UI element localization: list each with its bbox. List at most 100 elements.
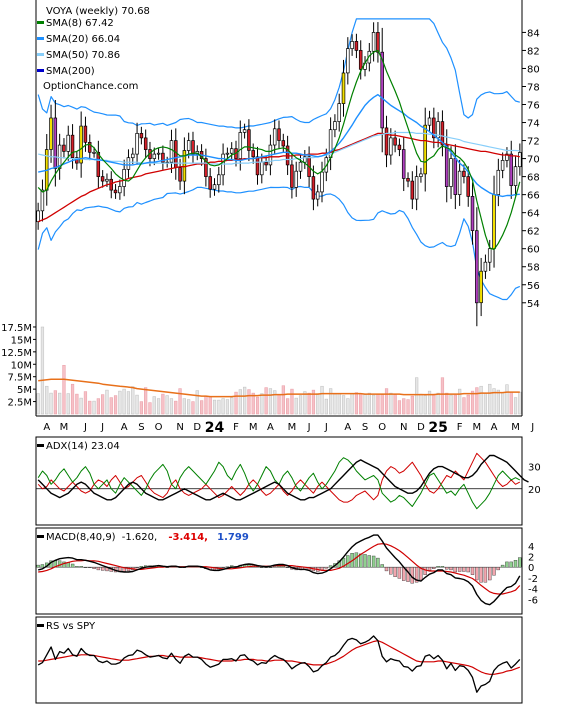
price-grid (522, 31, 526, 304)
candle-body (423, 124, 427, 175)
macd-histogram-bar (354, 552, 359, 568)
candle-body (225, 152, 230, 155)
sma50-line (38, 131, 520, 165)
macd-histogram-bar (268, 567, 273, 568)
candle-body (40, 189, 45, 212)
price-legend: VOYA (weekly) 70.68 SMA(8) 67.42 SMA(20)… (37, 6, 150, 92)
candle-body (139, 133, 144, 139)
candle-body (131, 153, 135, 159)
legend-swatch-sma200 (37, 69, 44, 72)
volume-bar (96, 398, 100, 415)
macd-histogram-bar (367, 555, 371, 568)
volume-bar (436, 392, 440, 415)
volume-average-line (38, 378, 520, 398)
volume-bar (144, 387, 148, 415)
candle-body (492, 194, 496, 250)
macd-histogram-bar (363, 554, 367, 568)
candle-body (414, 176, 419, 200)
adx-line (37, 454, 529, 501)
candle-body (156, 152, 161, 155)
volume-bar (169, 398, 174, 415)
candle-body (298, 161, 303, 172)
macd-histogram-bar (346, 555, 350, 568)
macd-histogram-bar (483, 567, 488, 583)
rs-swatch (37, 624, 44, 627)
price-tick-label: 78 (527, 82, 540, 93)
volume-bar (221, 398, 225, 415)
date-label: 24 (205, 420, 225, 436)
candle-body (384, 127, 389, 156)
candle-body (436, 121, 440, 139)
candle-body (143, 137, 148, 150)
candle-body (178, 167, 182, 182)
volume-bar (389, 392, 393, 415)
volume-bar (518, 391, 522, 415)
volume-bar (58, 392, 62, 415)
macd-legend: MACD(8,40,9) -1.620, -3.414, 1.799 (37, 532, 249, 543)
candle-body (135, 133, 139, 155)
volume-bar (419, 393, 423, 415)
price-tick-label: 58 (527, 263, 540, 274)
adx-tick-label: 30 (528, 463, 541, 474)
volume-bar (200, 400, 204, 415)
volume-bar (427, 390, 432, 415)
candle-body (358, 50, 363, 70)
volume-bar (122, 388, 126, 415)
candle-body (311, 176, 316, 200)
macd-histogram-bar (57, 560, 62, 568)
volume-bar (354, 392, 359, 415)
volume-bar (118, 390, 122, 415)
date-label: A (491, 422, 498, 433)
date-label: A (267, 422, 274, 433)
macd-histogram-bar (445, 567, 449, 570)
volume-bar (290, 388, 294, 415)
macd-histogram-bar (449, 567, 453, 571)
macd-value-line: -1.620, (122, 532, 157, 543)
candle-body (126, 157, 131, 170)
candle-body (251, 150, 255, 158)
date-label: J (530, 422, 534, 433)
candle-body (513, 166, 518, 186)
volume-bar (195, 390, 199, 415)
date-label: M (288, 422, 297, 433)
volume-bar (247, 389, 251, 415)
volume-bar (488, 383, 492, 415)
volume-bar (178, 388, 182, 415)
candle-body (427, 117, 432, 126)
candle-body (169, 140, 174, 163)
volume-bar (367, 392, 371, 415)
macd-histogram-bar (376, 557, 380, 568)
volume-bar (217, 399, 221, 415)
date-label: A (43, 422, 50, 433)
candle-body (419, 173, 423, 177)
macd-histogram-bar (419, 567, 423, 581)
legend-sma50: SMA(50) 70.86 (46, 50, 120, 61)
macd-histogram-bar (384, 567, 389, 572)
candle-body (410, 180, 415, 200)
macd-histogram-bar (75, 566, 79, 568)
volume-bar (458, 388, 462, 415)
volume-bar (45, 385, 49, 415)
macd-histogram-bar (225, 566, 230, 568)
macd-value-signal: -3.414, (168, 532, 208, 543)
candle-body (208, 176, 212, 190)
macd-label: MACD(8,40,9) (46, 532, 116, 543)
volume-bar (410, 395, 414, 415)
volume-tick-label: 2.5M (7, 398, 32, 409)
candle-body (191, 140, 195, 155)
candle-body (113, 189, 118, 194)
date-label: F (233, 422, 239, 433)
candle-body (229, 148, 234, 154)
candle-body (87, 142, 92, 153)
macd-histogram-bar (513, 560, 518, 568)
candle-body (303, 156, 307, 163)
macd-histogram-bar (518, 557, 522, 568)
candle-body (483, 261, 488, 272)
volume-bar (496, 389, 500, 415)
volume-bar (251, 392, 255, 415)
volume-bar (191, 401, 195, 415)
candle-body (92, 151, 96, 154)
candle-body (380, 51, 384, 129)
candle-body (118, 186, 122, 194)
